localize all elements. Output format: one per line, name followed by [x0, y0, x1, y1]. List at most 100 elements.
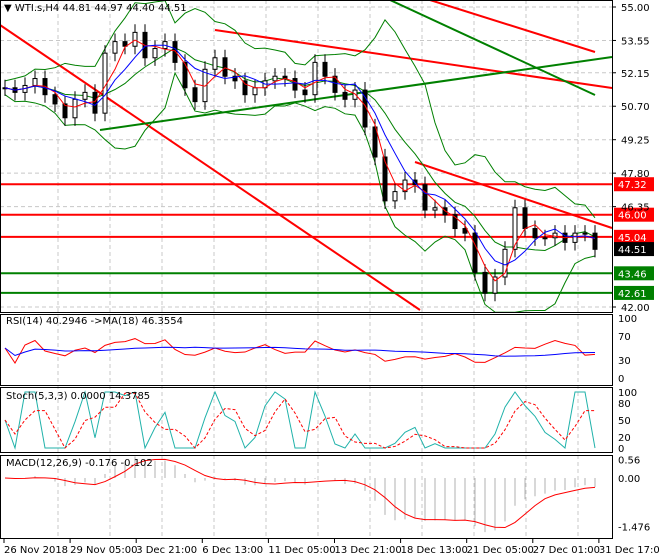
candle-body — [432, 207, 438, 211]
y-tick-label: 46.35 — [621, 203, 650, 214]
x-tick-label: 6 Dec 13:00 — [202, 545, 263, 556]
candle-body — [392, 191, 398, 202]
macd-tick-label: 0.00 — [618, 474, 640, 485]
candle-body — [512, 207, 518, 250]
rsi-ma-line — [4, 346, 596, 357]
candle-body — [312, 61, 318, 96]
candle-body — [152, 48, 158, 59]
x-tick-label: 27 Dec 01:00 — [533, 545, 600, 556]
price-level-label: 42.61 — [618, 289, 647, 300]
x-tick-label: 18 Dec 13:00 — [401, 545, 468, 556]
candle-body — [212, 57, 218, 70]
candle-body — [82, 91, 88, 100]
ohlc-high: 44.97 — [94, 3, 123, 14]
x-tick-label: 13 Dec 21:00 — [334, 545, 401, 556]
panel-frame — [0, 314, 613, 386]
ohlc-low: 44.40 — [126, 3, 155, 14]
x-tick-label: 29 Nov 05:00 — [70, 545, 137, 556]
stoch-tick-label: 50 — [618, 416, 631, 427]
candle-body — [492, 276, 498, 294]
symbol-title: WTI.s,H4 — [14, 3, 60, 14]
price-level-badge — [614, 266, 654, 281]
dropdown-triangle-icon[interactable]: ▼ — [4, 3, 12, 14]
price-level-label: 45.04 — [618, 233, 647, 244]
trend-lines — [0, 0, 613, 311]
candle-body — [132, 31, 138, 47]
candle-body — [292, 78, 298, 91]
trend-line-green — [389, 0, 596, 96]
trend-line-red — [214, 29, 613, 89]
candle-body — [522, 207, 528, 230]
x-tick-label: 31 Dec 17:00 — [599, 545, 660, 556]
panel-frame — [0, 0, 613, 313]
macd-label: MACD(12,26,9) -0.176 -0.102 — [6, 458, 153, 469]
candle-body — [402, 179, 408, 193]
candle-body — [482, 271, 488, 294]
y-tick-label: 42.00 — [621, 303, 650, 314]
candle-body — [532, 228, 538, 239]
candle-body — [472, 232, 478, 273]
candle-body — [572, 232, 578, 243]
rsi-label: RSI(14) 40.2946 ->MA(18) 46.3554 — [6, 316, 183, 327]
ohlc-open: 44.81 — [62, 3, 92, 14]
ohlc-close: 44.51 — [157, 3, 187, 14]
indicators — [4, 338, 596, 533]
moving-averages — [4, 39, 596, 282]
price-level-badge — [614, 207, 654, 222]
price-level-badge — [614, 285, 654, 300]
candle-body — [182, 61, 188, 89]
candle-body — [552, 232, 558, 239]
candle-body — [502, 248, 508, 278]
candle-body — [592, 232, 598, 250]
trend-line-red — [0, 24, 421, 311]
rsi-tick-label: 70 — [618, 332, 631, 343]
x-tick-label: 26 Nov 2018 — [4, 545, 68, 556]
price-level-label: 43.46 — [618, 269, 647, 280]
stoch-tick-label: 0 — [618, 444, 624, 455]
rsi-tick-label: 100 — [618, 314, 637, 325]
trend-line-red — [414, 161, 613, 229]
ma-slow-line — [4, 44, 596, 266]
bollinger-middle — [4, 47, 596, 251]
candle-body — [252, 87, 258, 96]
trend-line-red — [429, 0, 596, 53]
candle-body — [272, 75, 278, 82]
candle-body — [422, 184, 428, 211]
y-tick-label: 50.70 — [621, 102, 650, 113]
candle-body — [582, 232, 588, 235]
candle-body — [542, 237, 548, 240]
y-tick-label: 52.15 — [621, 69, 650, 80]
candle-body — [62, 103, 68, 119]
x-tick-label: 21 Dec 05:00 — [467, 545, 534, 556]
candle-body — [462, 228, 468, 234]
rsi-line — [4, 338, 596, 364]
candle-body — [92, 91, 98, 114]
candle-body — [302, 89, 308, 96]
y-tick-label: 47.80 — [621, 169, 650, 180]
price-level-badge — [614, 229, 654, 244]
candle-body — [52, 94, 58, 105]
stoch-label: Stoch(5,3,3) 0.0000 14.3785 — [6, 391, 151, 402]
y-tick-label: 53.55 — [621, 36, 650, 47]
y-tick-label: 49.25 — [621, 136, 650, 147]
candle-body — [232, 75, 238, 82]
chart-title-bar[interactable]: ▼ WTI.s,H4 44.81 44.97 44.40 44.51 — [4, 3, 187, 14]
candle-body — [452, 214, 458, 230]
rsi-tick-label: 0 — [618, 374, 624, 385]
candle-body — [332, 75, 338, 93]
candle-body — [382, 156, 388, 202]
panel-frame — [0, 387, 613, 453]
candle-body — [172, 41, 178, 63]
stoch-tick-label: 80 — [618, 399, 631, 410]
ma-fast-line — [4, 39, 596, 282]
x-tick-label: 3 Dec 21:00 — [136, 545, 197, 556]
rsi-tick-label: 30 — [618, 356, 631, 367]
candle-body — [222, 57, 228, 77]
candle-body — [322, 61, 328, 77]
candle-body — [192, 87, 198, 103]
price-level-badge — [614, 177, 654, 192]
